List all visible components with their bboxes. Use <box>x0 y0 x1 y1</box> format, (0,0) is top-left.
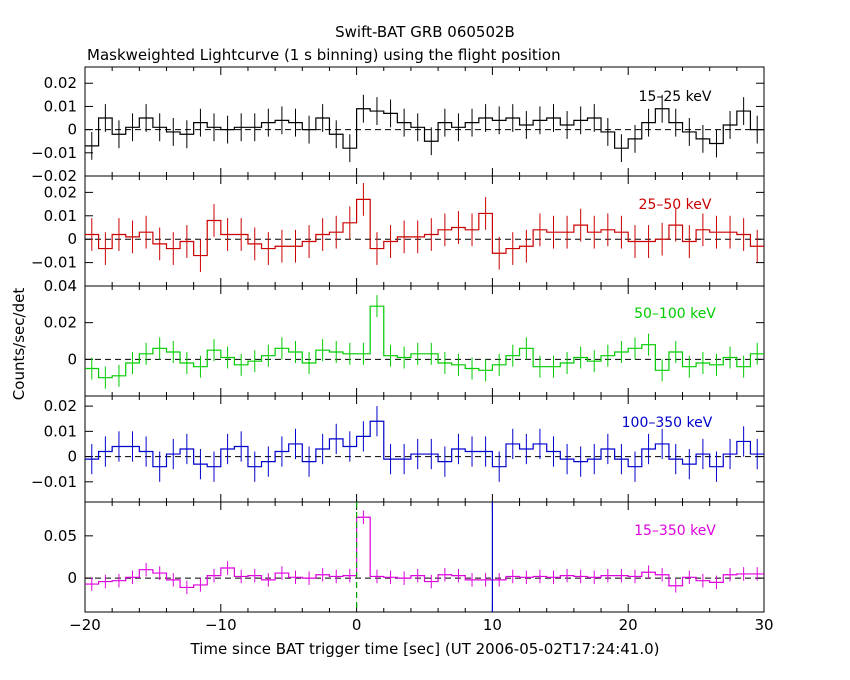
y-tick-label: 0.01 <box>44 422 77 440</box>
lightcurve-series <box>85 420 764 468</box>
y-tick-label: 0.02 <box>44 397 77 415</box>
panels-group: 0.02 0.01 0 −0.01 −0.02 15–25 keV 0.02 0.01 0 −0.… <box>31 66 774 634</box>
y-tick-label: 0 <box>67 230 77 248</box>
x-tick-label: 30 <box>754 616 773 634</box>
y-tick-label: −0.01 <box>31 254 77 272</box>
band-label: 15–25 keV <box>639 89 712 105</box>
panel-3: 0.04 0.02 0 50–100 keV <box>44 277 765 397</box>
lightcurve-series <box>85 305 764 379</box>
band-label: 50–100 keV <box>634 306 716 322</box>
y-tick-label: 0.01 <box>44 97 77 115</box>
lightcurve-series <box>85 108 764 149</box>
panel-2: 0.02 0.01 0 −0.01 25–50 keV <box>31 175 765 287</box>
y-axis-label: Counts/sec/det <box>10 288 28 401</box>
panel-5: 0.05 0 15–350 keV <box>44 501 765 613</box>
y-tick-label: 0 <box>67 121 77 139</box>
panel-1: 0.02 0.01 0 −0.01 −0.02 15–25 keV <box>31 66 765 185</box>
panel-frame <box>84 501 765 613</box>
x-tick-label: 20 <box>619 616 638 634</box>
x-tick-label: −20 <box>69 616 101 634</box>
y-tick-label: −0.01 <box>31 144 77 162</box>
lightcurve-series <box>85 516 764 589</box>
y-tick-label: 0 <box>67 350 77 368</box>
y-tick-label: −0.01 <box>31 473 77 491</box>
x-tick-label: 0 <box>352 616 362 634</box>
x-tick-label: −10 <box>205 616 237 634</box>
band-label: 100–350 keV <box>622 415 713 431</box>
y-tick-label: 0.01 <box>44 207 77 225</box>
band-label: 25–50 keV <box>639 197 712 213</box>
y-tick-label: 0.02 <box>44 314 77 332</box>
y-tick-label: 0 <box>67 569 77 587</box>
y-tick-label: 0.02 <box>44 74 77 92</box>
chart-subtitle: Maskweighted Lightcurve (1 s binning) us… <box>87 46 561 64</box>
lightcurve-series <box>85 198 764 257</box>
y-tick-label: 0.05 <box>44 527 77 545</box>
y-tick-label: 0.04 <box>44 277 77 295</box>
x-axis-label: Time since BAT trigger time [sec] (UT 20… <box>190 640 660 658</box>
panel-4: 0.02 0.01 0 −0.01 100–350 keV <box>31 395 765 503</box>
x-tick-label: 10 <box>483 616 502 634</box>
band-label: 15–350 keV <box>634 523 716 539</box>
chart-title: Swift-BAT GRB 060502B <box>335 23 515 41</box>
y-tick-label: 0.02 <box>44 183 77 201</box>
y-tick-label: −0.02 <box>31 167 77 185</box>
y-tick-label: 0 <box>67 448 77 466</box>
